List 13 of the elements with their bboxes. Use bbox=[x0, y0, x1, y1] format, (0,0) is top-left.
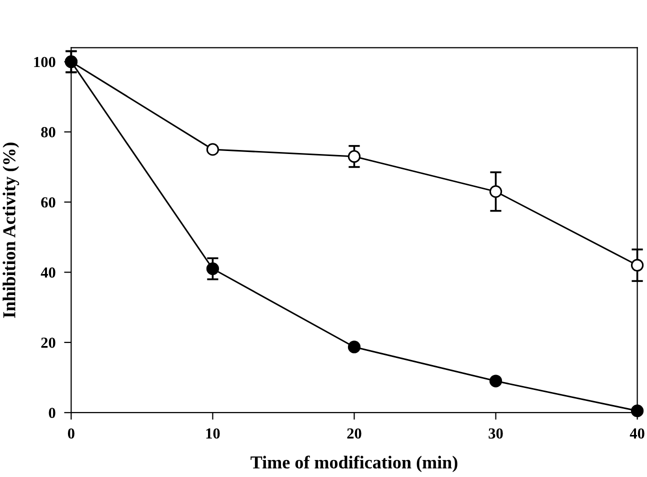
x-tick-label: 0 bbox=[68, 428, 74, 439]
y-tick-label: 20 bbox=[41, 338, 56, 348]
x-tick-label: 30 bbox=[488, 428, 503, 439]
y-tick-label: 80 bbox=[41, 127, 56, 138]
x-axis-title: Time of modification (min) bbox=[250, 456, 458, 472]
y-tick-label: 40 bbox=[40, 267, 56, 278]
x-tick-label: 10 bbox=[206, 428, 220, 439]
x-tick-label: 40 bbox=[630, 428, 644, 439]
y-tick-label: 60 bbox=[41, 197, 56, 208]
x-tick-label: 20 bbox=[347, 428, 362, 439]
y-axis-title: Inhibition Activity (%) bbox=[2, 142, 20, 318]
y-tick-label: 0 bbox=[48, 408, 56, 418]
y-tick-label: 100 bbox=[34, 56, 56, 68]
